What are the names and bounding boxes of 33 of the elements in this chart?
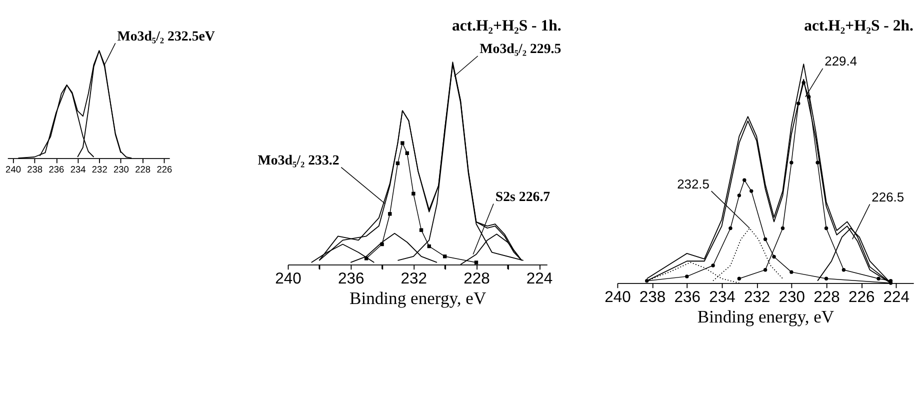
x-tick-label: 236 bbox=[338, 270, 364, 288]
x-tick-label: 240 bbox=[275, 270, 302, 288]
annotation: Mo3d₅/₂ 233.2 bbox=[258, 154, 340, 169]
annotation: 232.5 bbox=[677, 176, 710, 192]
chart-title: act.H₂+H₂S - 2h. bbox=[804, 17, 914, 34]
x-tick-label: 226 bbox=[156, 164, 172, 174]
x-tick-label: 224 bbox=[526, 270, 553, 288]
x-tick-label: 232 bbox=[400, 270, 428, 288]
x-tick-label: 228 bbox=[814, 288, 840, 306]
x-tick-label: 234 bbox=[709, 288, 736, 306]
annotation: S2s 226.7 bbox=[495, 190, 550, 205]
x-tick-label: 230 bbox=[778, 288, 806, 306]
annotation: Mo3d₅/₂ 229.5 bbox=[480, 42, 562, 58]
x-tick-label: 240 bbox=[6, 164, 21, 174]
chart-title: act.H₂+H₂S - 1h. bbox=[452, 17, 562, 34]
x-axis-title: Binding energy, eV bbox=[697, 306, 834, 326]
x-tick-label: 238 bbox=[639, 288, 666, 306]
x-tick-label: 226 bbox=[848, 288, 875, 306]
x-tick-label: 224 bbox=[883, 288, 910, 306]
x-tick-label: 230 bbox=[114, 164, 129, 174]
annotation: 226.5 bbox=[872, 189, 904, 204]
x-tick-label: 228 bbox=[135, 164, 151, 174]
annotation: Mo3d₅/₂ 232.5eV bbox=[117, 29, 215, 44]
x-tick-label: 236 bbox=[48, 164, 64, 174]
x-tick-label: 236 bbox=[674, 288, 701, 306]
x-tick-label: 240 bbox=[604, 288, 632, 306]
x-tick-label: 232 bbox=[744, 288, 770, 306]
x-tick-label: 238 bbox=[27, 164, 43, 174]
x-tick-label: 228 bbox=[464, 270, 490, 288]
x-axis-title: Binding energy, eV bbox=[349, 288, 486, 308]
x-tick-label: 234 bbox=[70, 164, 86, 174]
x-tick-label: 232 bbox=[92, 164, 108, 174]
annotation: 229.4 bbox=[824, 54, 858, 69]
